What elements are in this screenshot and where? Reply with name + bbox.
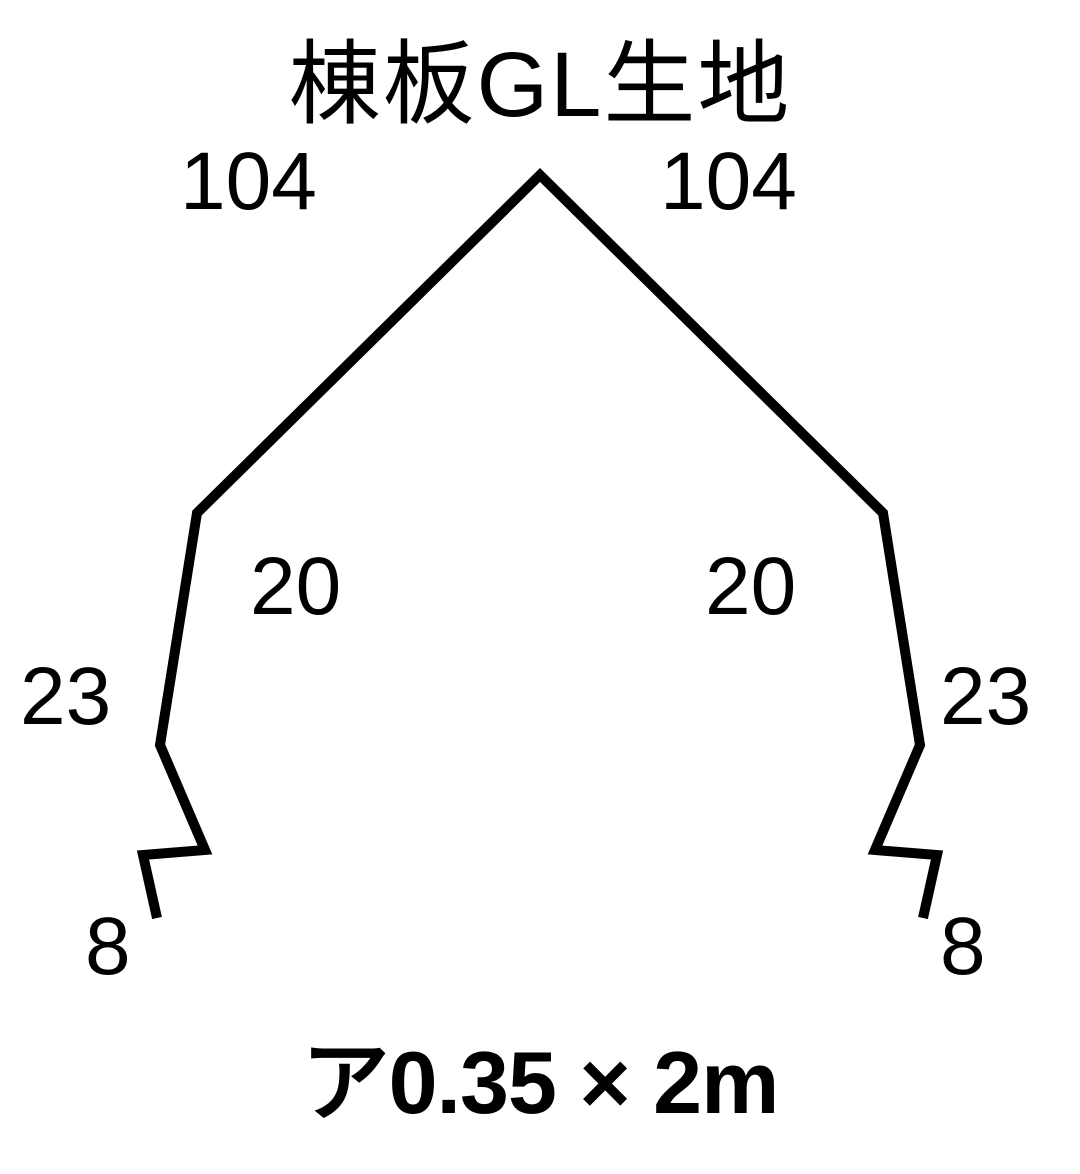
dim-bottom-right: 8 <box>940 900 986 994</box>
dim-inner-right: 20 <box>705 540 796 634</box>
diagram-footer: ア0.35 × 2m <box>302 1012 779 1139</box>
dim-top-left: 104 <box>180 135 317 229</box>
dim-top-right: 104 <box>660 135 797 229</box>
dim-outer-right: 23 <box>940 650 1031 744</box>
profile-svg <box>0 0 1080 1174</box>
diagram-container: 棟板GL生地 104 104 20 20 23 23 8 8 ア0.35 × 2… <box>0 0 1080 1174</box>
dim-bottom-left: 8 <box>85 900 131 994</box>
dim-outer-left: 23 <box>20 650 111 744</box>
dim-inner-left: 20 <box>250 540 341 634</box>
